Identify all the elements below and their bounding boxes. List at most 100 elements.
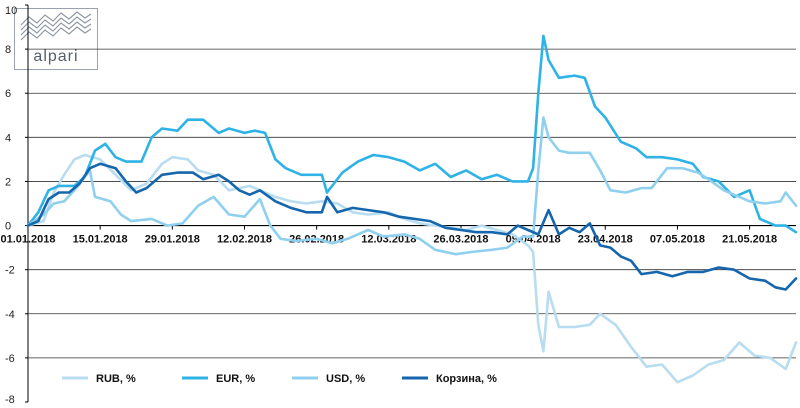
- data-point: [187, 158, 189, 161]
- data-point: [692, 374, 694, 377]
- data-point: [784, 288, 787, 291]
- data-point: [68, 191, 70, 194]
- data-point: [120, 213, 122, 216]
- data-point: [676, 381, 679, 384]
- data-point: [609, 189, 612, 192]
- y-axis-ticks: -8 -6 -4 -2 0 2 4 6 8 10: [5, 5, 17, 406]
- data-point: [161, 127, 163, 130]
- data-point: [176, 171, 179, 174]
- data-point: [532, 167, 534, 169]
- y-tick-label: 6: [5, 88, 11, 100]
- data-point: [47, 198, 50, 200]
- logo-wave-icon: [20, 11, 92, 41]
- data-point: [795, 277, 797, 280]
- data-point: [558, 326, 560, 328]
- data-point: [687, 271, 689, 273]
- data-point: [738, 341, 741, 344]
- data-point: [661, 363, 663, 366]
- data-point: [99, 158, 101, 161]
- data-point: [367, 229, 370, 231]
- data-point: [759, 218, 761, 220]
- grid-lines: [25, 4, 796, 403]
- data-point: [625, 191, 627, 194]
- data-point: [279, 238, 282, 240]
- data-point: [609, 246, 612, 249]
- data-point: [171, 156, 174, 158]
- data-point: [367, 209, 370, 211]
- data-point: [315, 238, 318, 240]
- data-point: [197, 169, 199, 172]
- y-tick-label: -4: [5, 309, 15, 321]
- data-point: [161, 163, 163, 165]
- data-point: [53, 202, 55, 205]
- data-point: [150, 136, 153, 139]
- data-point: [604, 116, 607, 119]
- data-point: [192, 171, 194, 174]
- data-point: [444, 227, 447, 229]
- data-point: [243, 215, 246, 218]
- data-point: [351, 211, 354, 214]
- data-point: [248, 193, 251, 196]
- x-tick-label: 09.04.2018: [506, 234, 561, 246]
- data-point: [413, 218, 416, 220]
- data-point: [331, 242, 333, 244]
- data-point: [717, 180, 720, 183]
- data-point: [537, 169, 540, 172]
- data-point: [274, 158, 277, 161]
- data-point: [491, 249, 493, 251]
- data-point: [599, 169, 601, 172]
- data-point: [475, 231, 478, 233]
- data-point: [707, 178, 710, 180]
- data-point: [305, 202, 308, 205]
- data-point: [145, 187, 148, 189]
- data-point: [290, 200, 292, 203]
- legend-label: USD, %: [326, 373, 365, 385]
- data-point: [542, 35, 545, 37]
- data-point: [228, 213, 230, 216]
- data-point: [589, 152, 591, 154]
- data-point: [733, 196, 735, 198]
- x-tick-label: 01.01.2018: [0, 234, 55, 246]
- data-point: [418, 238, 421, 240]
- x-tick-label: 26.03.2018: [433, 234, 488, 246]
- data-point: [630, 260, 632, 262]
- data-point: [542, 116, 545, 119]
- data-point: [228, 127, 230, 130]
- x-tick-label: 12.02.2018: [217, 234, 272, 246]
- data-point: [321, 200, 323, 203]
- legend: RUB, % EUR, % USD, % Корзина, %: [62, 373, 497, 385]
- data-point: [336, 211, 339, 214]
- data-point: [145, 182, 148, 185]
- data-point: [645, 156, 648, 158]
- data-point: [589, 222, 591, 225]
- data-point: [382, 235, 385, 238]
- data-point: [135, 191, 137, 194]
- data-point: [243, 132, 246, 134]
- data-point: [774, 224, 777, 227]
- data-point: [723, 359, 725, 361]
- data-point: [547, 136, 550, 139]
- data-point: [326, 191, 328, 194]
- data-point: [99, 163, 101, 165]
- data-point: [341, 171, 344, 174]
- data-point: [527, 180, 529, 183]
- data-point: [357, 160, 359, 163]
- data-point: [784, 191, 787, 194]
- data-point: [321, 211, 323, 214]
- data-point: [212, 196, 215, 198]
- series-line-4: [26, 162, 798, 291]
- data-point: [614, 324, 617, 326]
- data-point: [573, 326, 576, 328]
- data-point: [558, 149, 560, 152]
- data-point: [58, 191, 60, 194]
- y-tick-label: 2: [5, 176, 11, 188]
- data-point: [480, 224, 483, 227]
- data-point: [511, 180, 514, 183]
- data-point: [769, 357, 771, 359]
- data-point: [27, 224, 29, 227]
- y-tick-label: 0: [5, 221, 11, 233]
- data-point: [537, 233, 540, 236]
- data-point: [418, 222, 421, 225]
- data-point: [47, 189, 50, 192]
- data-point: [506, 233, 509, 236]
